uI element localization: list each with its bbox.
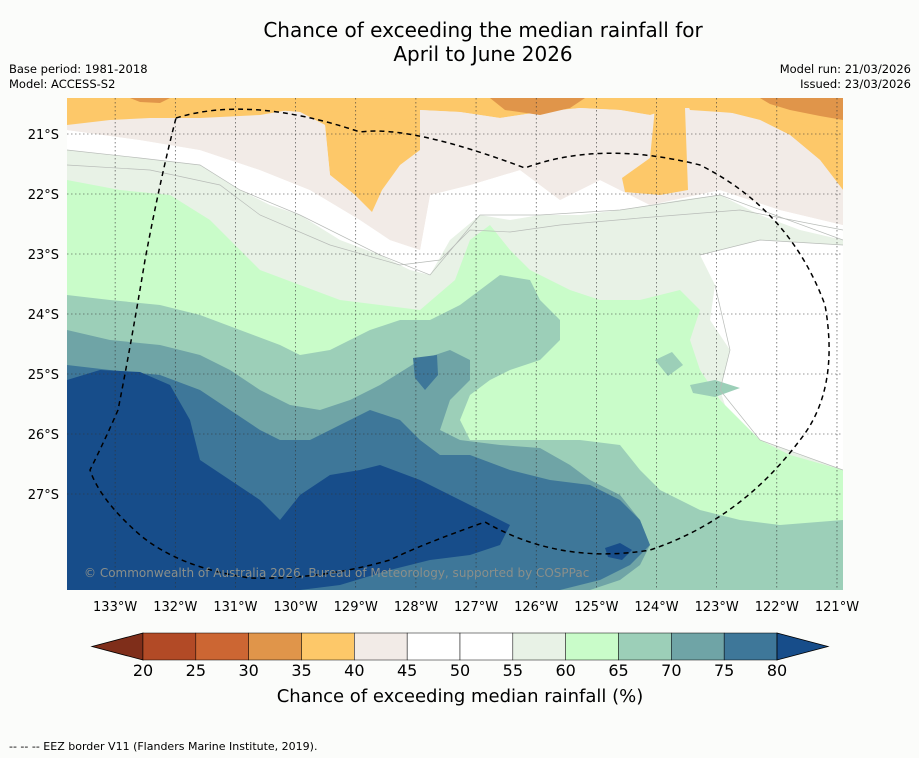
colorbar-title: Chance of exceeding median rainfall (%) xyxy=(277,686,644,707)
gridlines xyxy=(67,98,843,590)
lat-label: 26°S xyxy=(28,428,59,443)
lon-label: 121°W xyxy=(815,600,859,615)
title-line-1: Chance of exceeding the median rainfall … xyxy=(263,18,703,42)
issued-date: Issued: 23/03/2026 xyxy=(800,77,911,91)
copyright-text: © Commonwealth of Australia 2026, Bureau… xyxy=(84,566,589,580)
colorbar-tick-label: 25 xyxy=(186,661,206,680)
meta-right: Model run: 21/03/2026 Issued: 23/03/2026 xyxy=(780,62,911,92)
colorbar-tick-label: 80 xyxy=(767,661,787,680)
colorbar-tick-label: 70 xyxy=(661,661,681,680)
model-name: Model: ACCESS-S2 xyxy=(9,77,116,91)
colorbar-tick-label: 40 xyxy=(344,661,364,680)
eez-legend: -- -- -- EEZ border V11 (Flanders Marine… xyxy=(9,740,318,753)
colorbar-extend-low xyxy=(90,632,144,661)
lat-label: 25°S xyxy=(28,368,59,383)
colorbar-segment xyxy=(723,632,778,661)
lat-label: 27°S xyxy=(28,488,59,503)
lat-labels: 21°S 22°S 23°S 24°S 25°S 26°S 27°S xyxy=(28,128,59,503)
lat-label: 24°S xyxy=(28,308,59,323)
colorbar-segment xyxy=(301,632,355,661)
eez-border xyxy=(89,108,830,579)
lat-label: 22°S xyxy=(28,188,59,203)
rainfall-map: © Commonwealth of Australia 2026, Bureau… xyxy=(28,98,859,707)
lat-label: 21°S xyxy=(28,128,59,143)
lon-label: 130°W xyxy=(274,600,318,615)
colorbar-segment xyxy=(354,632,408,661)
map-title: Chance of exceeding the median rainfall … xyxy=(0,18,919,66)
lon-label: 125°W xyxy=(574,600,618,615)
contour-fill xyxy=(67,98,843,590)
colorbar-tick-label: 60 xyxy=(555,661,575,680)
lon-label: 123°W xyxy=(695,600,739,615)
lon-label: 126°W xyxy=(514,600,558,615)
colorbar-segment xyxy=(671,632,725,661)
colorbar-extend-high xyxy=(776,632,830,661)
colorbar-tick-label: 20 xyxy=(133,661,153,680)
colorbar-segment xyxy=(142,632,197,661)
lon-label: 132°W xyxy=(153,600,197,615)
colorbar-segment xyxy=(406,632,461,661)
lon-label: 128°W xyxy=(394,600,438,615)
lon-labels: 133°W 132°W 131°W 130°W 129°W 128°W 127°W 126°W… xyxy=(93,600,859,615)
colorbar-tick-label: 35 xyxy=(291,661,311,680)
colorbar-segment xyxy=(618,632,672,661)
model-run: Model run: 21/03/2026 xyxy=(779,62,911,76)
lon-label: 122°W xyxy=(755,600,799,615)
colorbar: 20 25 30 35 40 45 50 55 60 65 70 75 80 xyxy=(90,632,830,680)
meta-left: Base period: 1981-2018 Model: ACCESS-S2 xyxy=(9,62,148,92)
lat-label: 23°S xyxy=(28,248,59,263)
colorbar-segment xyxy=(512,632,566,661)
colorbar-tick-label: 45 xyxy=(397,661,417,680)
lon-label: 124°W xyxy=(634,600,678,615)
base-period: Base period: 1981-2018 xyxy=(9,62,148,76)
colorbar-tick-label: 65 xyxy=(608,661,628,680)
colorbar-segment xyxy=(248,632,302,661)
lon-label: 127°W xyxy=(454,600,498,615)
lon-label: 131°W xyxy=(213,600,257,615)
colorbar-tick-label: 75 xyxy=(714,661,734,680)
colorbar-tick-label: 30 xyxy=(238,661,258,680)
lon-label: 133°W xyxy=(93,600,137,615)
colorbar-tick-label: 55 xyxy=(503,661,523,680)
colorbar-segment xyxy=(459,632,514,661)
colorbar-segment xyxy=(565,632,619,661)
lon-label: 129°W xyxy=(334,600,378,615)
colorbar-segment xyxy=(195,632,249,661)
title-line-2: April to June 2026 xyxy=(393,42,573,66)
colorbar-tick-label: 50 xyxy=(450,661,470,680)
